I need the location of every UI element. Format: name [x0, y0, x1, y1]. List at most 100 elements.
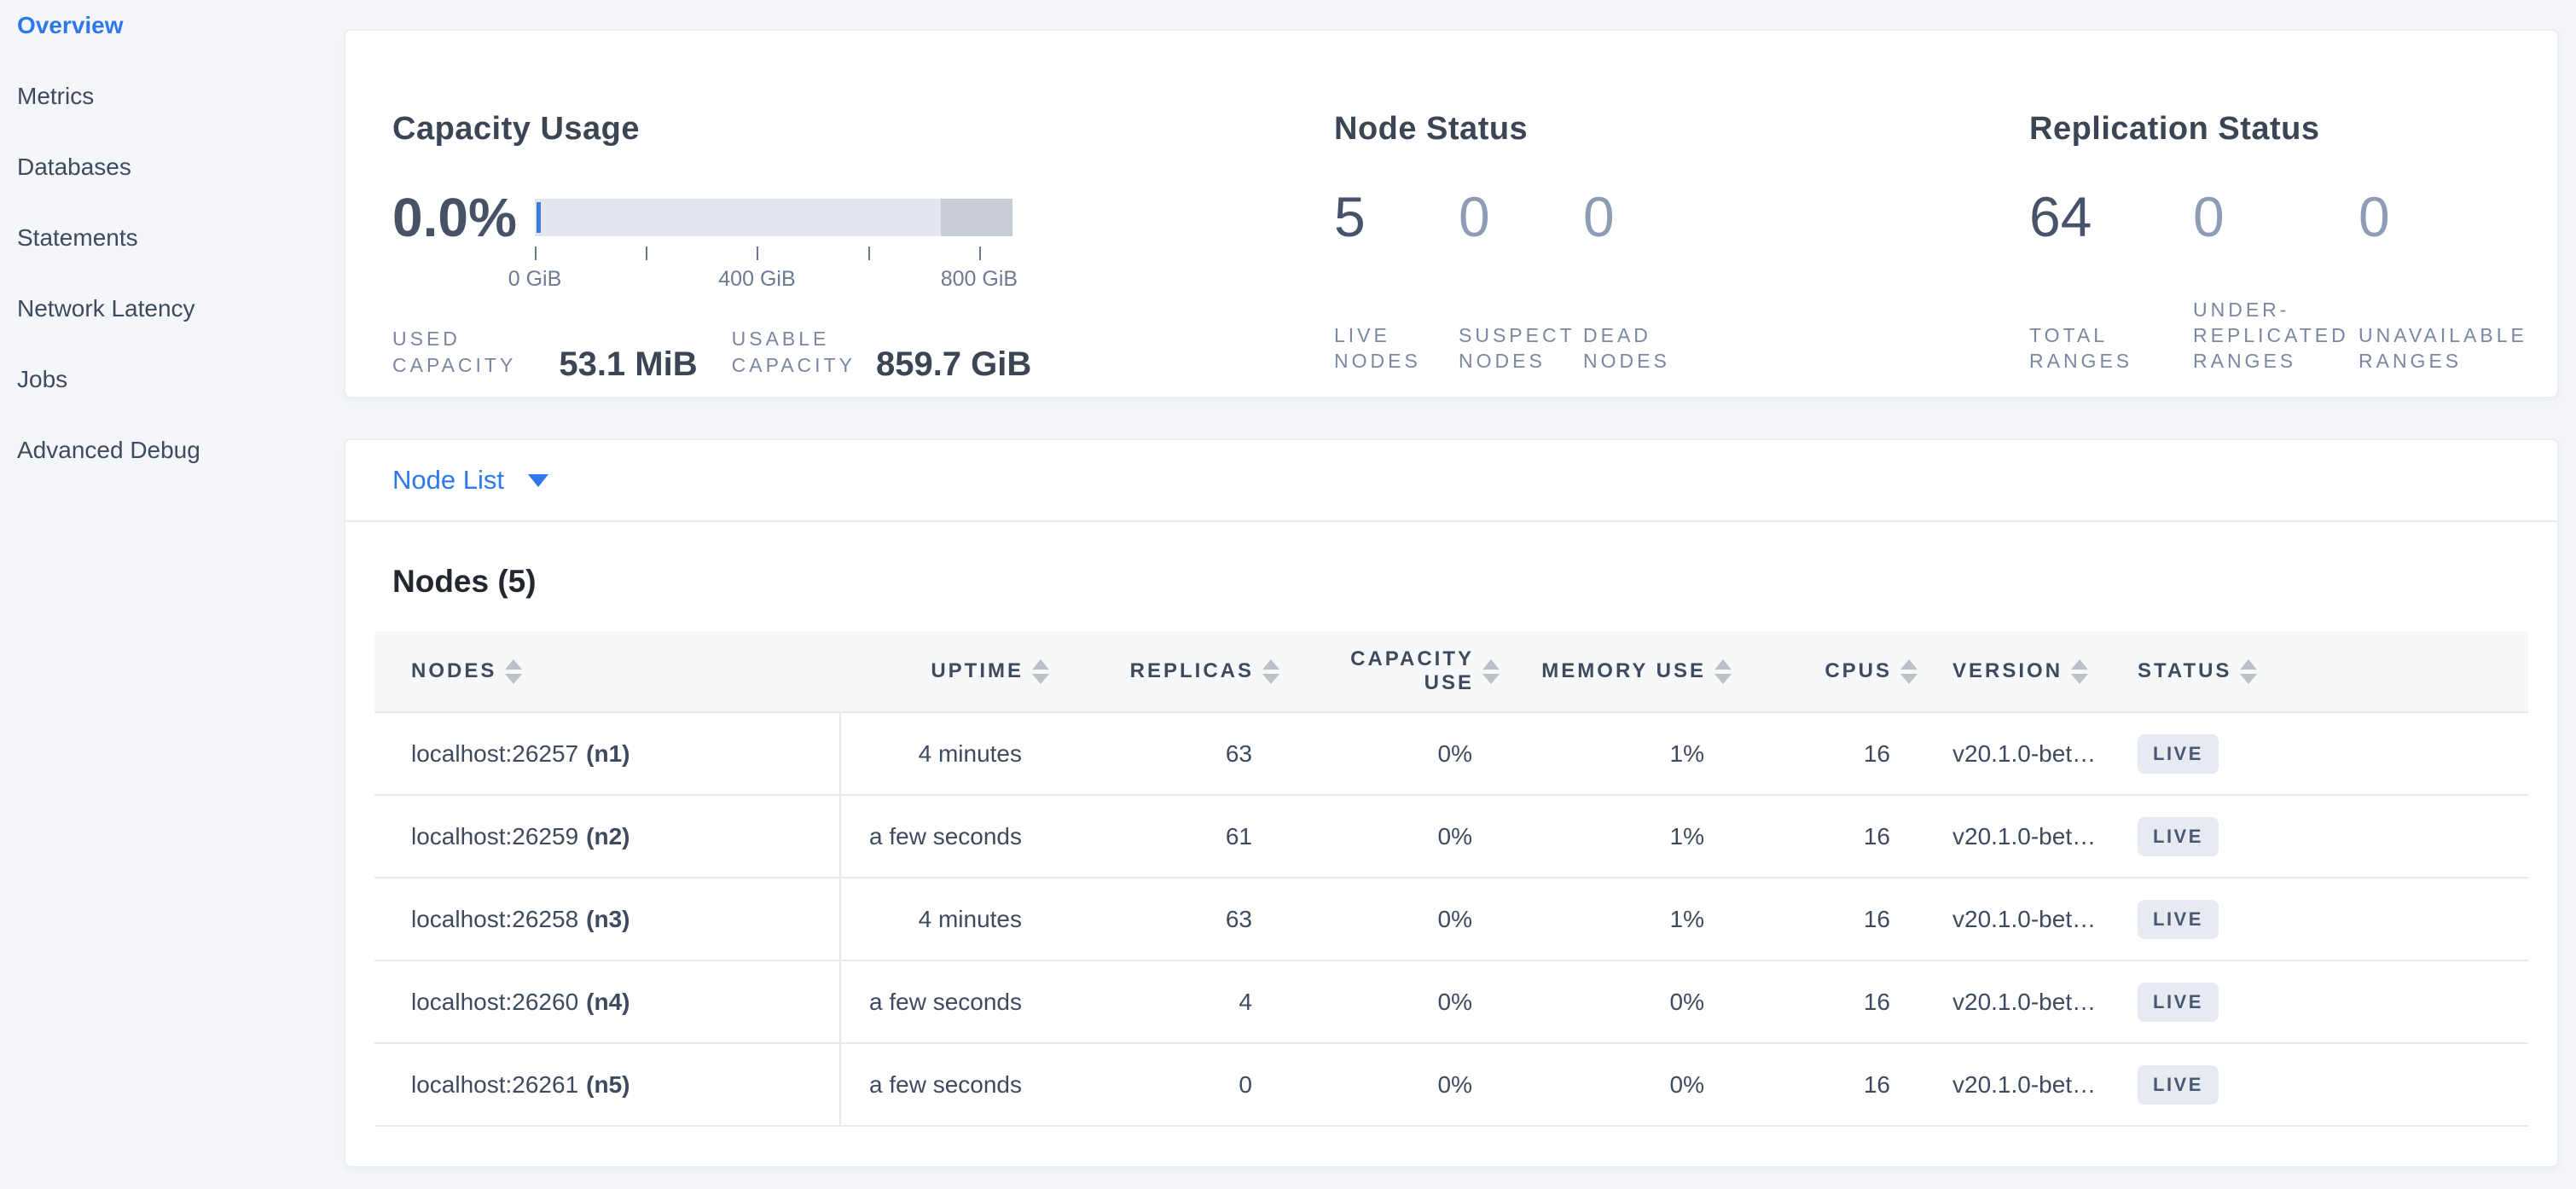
capacity-usage-section: Capacity Usage 0.0% 0 GiB 400 GiB 800 GiB … [392, 31, 1331, 397]
capacity-use-cell: 0% [1437, 1070, 1472, 1098]
nodes-table-title: Nodes (5) [392, 564, 537, 599]
uptime-cell: a few seconds [869, 822, 1022, 850]
suspect-nodes-stat: 0 SUSPECT NODES [1459, 31, 1583, 400]
sidebar: Overview Metrics Databases Statements Ne… [0, 0, 344, 1189]
column-header-cpus[interactable]: CPUS [1742, 631, 1928, 711]
total-ranges-stat: 64 TOTAL RANGES [2029, 31, 2193, 400]
dead-nodes-stat: 0 DEAD NODES [1583, 31, 1708, 400]
total-ranges-label: TOTAL RANGES [2029, 324, 2133, 372]
capacity-use-cell: 0% [1437, 905, 1472, 932]
axis-tick [978, 246, 981, 260]
uptime-cell: 4 minutes [918, 740, 1022, 767]
dead-nodes-value: 0 [1583, 185, 1615, 248]
status-cell: LIVE [2113, 879, 2528, 960]
memory-use-cell: 1% [1669, 905, 1704, 932]
cpus-cell: 16 [1863, 822, 1890, 850]
capacity-bar-tick-labels: 0 GiB 400 GiB 800 GiB [508, 267, 1018, 293]
axis-tick [535, 246, 537, 260]
node-address-cell[interactable]: localhost:26261 (n5) [411, 1070, 630, 1098]
column-header-version[interactable]: VERSION [1928, 631, 2113, 711]
node-list-dropdown[interactable]: Node List [345, 440, 2557, 522]
axis-tick-label: 400 GiB [718, 267, 796, 291]
column-header-capacity-use[interactable]: CAPACITY USE [1290, 631, 1510, 711]
axis-tick-label: 0 GiB [508, 267, 562, 291]
under-replicated-ranges-label: UNDER- REPLICATED RANGES [2193, 299, 2349, 372]
column-header-replicas[interactable]: REPLICAS [1059, 631, 1290, 711]
table-row: localhost:26260 (n4) a few seconds 4 0% 0… [374, 961, 2528, 1044]
nodes-table-header: NODES UPTIME REPLICAS CAPACITY USE [374, 631, 2528, 713]
status-badge: LIVE [2138, 816, 2219, 856]
status-badge: LIVE [2138, 1064, 2219, 1105]
memory-use-cell: 0% [1669, 1070, 1704, 1098]
uptime-cell: a few seconds [869, 1070, 1022, 1098]
node-list-card: Node List Nodes (5) NODES UPTIME REPLICA… [344, 438, 2559, 1168]
sidebar-item-metrics[interactable]: Metrics [17, 83, 95, 109]
table-row: localhost:26261 (n5) a few seconds 0 0% 0… [374, 1044, 2528, 1127]
capacity-summary: USED CAPACITY 53.1 MiB USABLE CAPACITY 8… [392, 326, 1032, 383]
replication-status-section: Replication Status 64 TOTAL RANGES 0 UND… [2029, 31, 2541, 397]
used-capacity-label: USED CAPACITY [392, 328, 517, 376]
status-cell: LIVE [2113, 1044, 2528, 1125]
dead-nodes-label: DEAD NODES [1583, 324, 1670, 372]
sidebar-item-jobs[interactable]: Jobs [17, 366, 68, 392]
unavailable-ranges-value: 0 [2358, 185, 2390, 248]
memory-use-cell: 1% [1669, 822, 1704, 850]
status-cell: LIVE [2113, 796, 2528, 877]
status-badge: LIVE [2138, 982, 2219, 1022]
capacity-use-cell: 0% [1437, 822, 1472, 850]
capacity-bar-chart: 0 GiB 400 GiB 800 GiB [508, 199, 1018, 301]
capacity-bar-ticks [535, 246, 1012, 260]
column-header-nodes[interactable]: NODES [374, 631, 839, 711]
cpus-cell: 16 [1863, 988, 1890, 1015]
sidebar-item-network-latency[interactable]: Network Latency [17, 295, 195, 322]
node-address-cell[interactable]: localhost:26260 (n4) [411, 988, 630, 1015]
sidebar-item-statements[interactable]: Statements [17, 224, 138, 251]
sort-icon [1032, 658, 1049, 684]
table-row: localhost:26258 (n3) 4 minutes 63 0% 1% 1… [374, 879, 2528, 961]
cluster-summary-card: Capacity Usage 0.0% 0 GiB 400 GiB 800 GiB … [344, 29, 2559, 398]
memory-use-cell: 1% [1669, 740, 1704, 767]
unavailable-ranges-stat: 0 UNAVAILABLE RANGES [2358, 31, 2576, 400]
memory-use-cell: 0% [1669, 988, 1704, 1015]
column-header-memory-use[interactable]: MEMORY USE [1510, 631, 1742, 711]
sort-icon [1714, 658, 1732, 684]
node-address-cell[interactable]: localhost:26258 (n3) [411, 905, 630, 932]
node-address-cell[interactable]: localhost:26259 (n2) [411, 822, 630, 850]
live-nodes-stat: 5 LIVE NODES [1334, 31, 1459, 400]
sidebar-item-overview[interactable]: Overview [17, 12, 124, 38]
usable-capacity-value: 859.7 GiB [875, 345, 1032, 383]
live-nodes-value: 5 [1334, 185, 1366, 248]
version-cell: v20.1.0-bet… [1952, 822, 2097, 850]
replicas-cell: 63 [1225, 905, 1252, 932]
node-address-cell[interactable]: localhost:26257 (n1) [411, 740, 630, 767]
axis-tick-label: 800 GiB [940, 267, 1018, 291]
sort-icon [1262, 658, 1279, 684]
capacity-bar-used-segment [537, 202, 541, 233]
table-row: localhost:26259 (n2) a few seconds 61 0% … [374, 796, 2528, 879]
under-replicated-ranges-stat: 0 UNDER- REPLICATED RANGES [2193, 31, 2358, 400]
cpus-cell: 16 [1863, 905, 1890, 932]
capacity-bar [535, 199, 1012, 236]
live-nodes-label: LIVE NODES [1334, 324, 1421, 372]
sort-icon [1482, 658, 1500, 684]
capacity-use-cell: 0% [1437, 988, 1472, 1015]
replicas-cell: 61 [1225, 822, 1252, 850]
usable-capacity-label: USABLE CAPACITY [731, 328, 856, 376]
version-cell: v20.1.0-bet… [1952, 1070, 2097, 1098]
status-cell: LIVE [2113, 961, 2528, 1042]
capacity-usage-title: Capacity Usage [392, 110, 641, 147]
sort-icon [1900, 658, 1917, 684]
chevron-down-icon [527, 473, 548, 487]
axis-tick [757, 246, 759, 260]
suspect-nodes-label: SUSPECT NODES [1459, 324, 1575, 372]
sidebar-item-databases[interactable]: Databases [17, 154, 131, 180]
sort-icon [505, 658, 523, 684]
column-header-status[interactable]: STATUS [2113, 631, 2528, 711]
axis-tick [646, 246, 648, 260]
sidebar-item-advanced-debug[interactable]: Advanced Debug [17, 437, 200, 463]
sort-icon [2240, 658, 2258, 684]
replicas-cell: 0 [1239, 1070, 1252, 1098]
column-header-uptime[interactable]: UPTIME [839, 631, 1059, 711]
capacity-use-cell: 0% [1437, 740, 1472, 767]
under-replicated-ranges-value: 0 [2193, 185, 2225, 248]
